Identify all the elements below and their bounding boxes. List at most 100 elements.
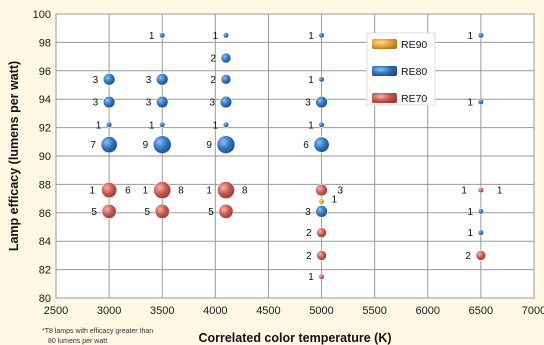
y-tick-label: 96 [39, 66, 51, 78]
count-label-re80: 1 [90, 186, 96, 197]
x-tick-label: 2500 [44, 305, 68, 317]
count-label-re80: 1 [96, 120, 102, 131]
bubble-re80 [318, 121, 325, 128]
data-marks: 3317113319112231911131631111165858532211… [90, 31, 503, 283]
bubble-re80 [152, 135, 172, 154]
y-tick-label: 100 [33, 9, 51, 21]
count-label-re80: 3 [93, 98, 99, 109]
count-label-re70: 8 [242, 186, 248, 197]
legend-swatch-re80 [372, 66, 397, 76]
count-label-re70: 3 [338, 186, 344, 197]
bubble-re70 [153, 181, 172, 199]
bubble-re70 [318, 273, 325, 280]
bubble-re80 [156, 73, 169, 86]
count-label-re70: 2 [306, 228, 312, 239]
count-label-re70: 2 [306, 251, 312, 262]
legend-label-re90: RE90 [401, 39, 427, 51]
y-tick-label: 88 [39, 179, 51, 191]
bubble-re70 [315, 183, 328, 197]
footnote: *T8 lamps with efficacy greater than [42, 328, 153, 335]
count-label-re80: 3 [146, 75, 152, 86]
y-tick-label: 82 [39, 265, 51, 277]
bubble-re70 [477, 186, 484, 194]
count-label-re80: 1 [308, 31, 314, 42]
count-label-re80: 3 [209, 98, 215, 109]
x-tick-label: 6500 [469, 305, 493, 317]
bubble-re80 [477, 208, 484, 215]
bubble-re80 [100, 136, 118, 154]
count-label-re80: 1 [213, 120, 219, 131]
y-tick-label: 90 [39, 151, 51, 163]
bubble-re80 [315, 95, 328, 109]
y-tick-label: 98 [39, 37, 51, 49]
x-tick-label: 3500 [150, 305, 174, 317]
count-label-re80: 1 [308, 120, 314, 131]
y-tick-label: 84 [39, 236, 51, 248]
bubble-re80 [477, 98, 484, 106]
bubble-re80 [477, 32, 484, 39]
count-label-re80: 1 [149, 31, 155, 42]
y-tick-label: 92 [39, 123, 51, 135]
x-tick-label: 6000 [416, 305, 440, 317]
tick-labels: 2500 3000 3500 4000 4500 5000 5500 6000 6500 7000… [33, 9, 544, 317]
x-tick-label: 7000 [522, 305, 544, 317]
y-tick-label: 80 [39, 293, 51, 305]
count-label-re80: 1 [468, 207, 474, 218]
y-tick-label: 94 [39, 94, 51, 106]
bubble-re80 [102, 73, 116, 86]
bubble-re80 [222, 32, 230, 39]
x-tick-label: 4000 [203, 305, 227, 317]
count-label-re80: 1 [149, 120, 155, 131]
legend-swatch-re70 [372, 93, 397, 103]
bubble-re80 [318, 76, 325, 83]
count-label-re80: 7 [90, 140, 96, 151]
count-label-re80: 1 [206, 186, 212, 197]
bubble-re80 [222, 121, 230, 128]
count-label-re70: 2 [465, 251, 471, 262]
count-label-re80: 6 [303, 140, 309, 151]
bubble-re70 [154, 203, 170, 219]
count-label-re70: 1 [497, 186, 503, 197]
count-label-re80: 2 [210, 75, 216, 86]
count-label-re80: 2 [210, 54, 216, 65]
bubble-re80 [102, 95, 116, 109]
bubble-re80 [220, 74, 232, 85]
bubble-re70 [316, 227, 327, 238]
y-axis-title: Lamp efficacy (lumens per watt) [7, 61, 21, 251]
bubble-re80 [313, 136, 330, 153]
x-tick-label: 5500 [362, 305, 386, 317]
x-tick-label: 3000 [97, 305, 121, 317]
bubble-re80 [477, 229, 484, 236]
count-label-re70: 5 [144, 207, 150, 218]
bubble-re80 [318, 32, 325, 39]
legend-label-re70: RE70 [401, 93, 427, 105]
bubble-re70 [101, 182, 118, 199]
count-label-re80: 1 [308, 75, 314, 86]
count-label-re80: 1 [143, 186, 149, 197]
bubble-re80 [219, 95, 233, 109]
bubble-re70 [217, 181, 235, 199]
count-label-re70: 5 [91, 207, 97, 218]
count-label-re80: 3 [93, 75, 99, 86]
bubble-re70 [316, 250, 327, 261]
count-label-re90: 1 [332, 194, 338, 205]
bubble-re70 [101, 203, 117, 219]
bubble-re70 [218, 203, 234, 219]
x-tick-label: 4500 [256, 305, 280, 317]
count-label-re80: 3 [146, 98, 152, 109]
y-tick-label: 86 [39, 208, 51, 220]
bubble-re80 [106, 121, 113, 128]
bubble-re80 [216, 135, 236, 154]
count-label-re70: 1 [308, 272, 314, 283]
count-label-re80: 1 [468, 31, 474, 42]
bubble-re80 [159, 32, 166, 39]
count-label-re80: 1 [213, 31, 219, 42]
count-label-re70: 5 [208, 207, 214, 218]
count-label-re80: 3 [305, 207, 311, 218]
x-axis-title: Correlated color temperature (K) [198, 331, 391, 345]
bubble-re80 [315, 205, 328, 218]
count-label-re70: 8 [178, 186, 184, 197]
legend-label-re80: RE80 [401, 66, 427, 78]
bubble-re90 [318, 198, 325, 205]
